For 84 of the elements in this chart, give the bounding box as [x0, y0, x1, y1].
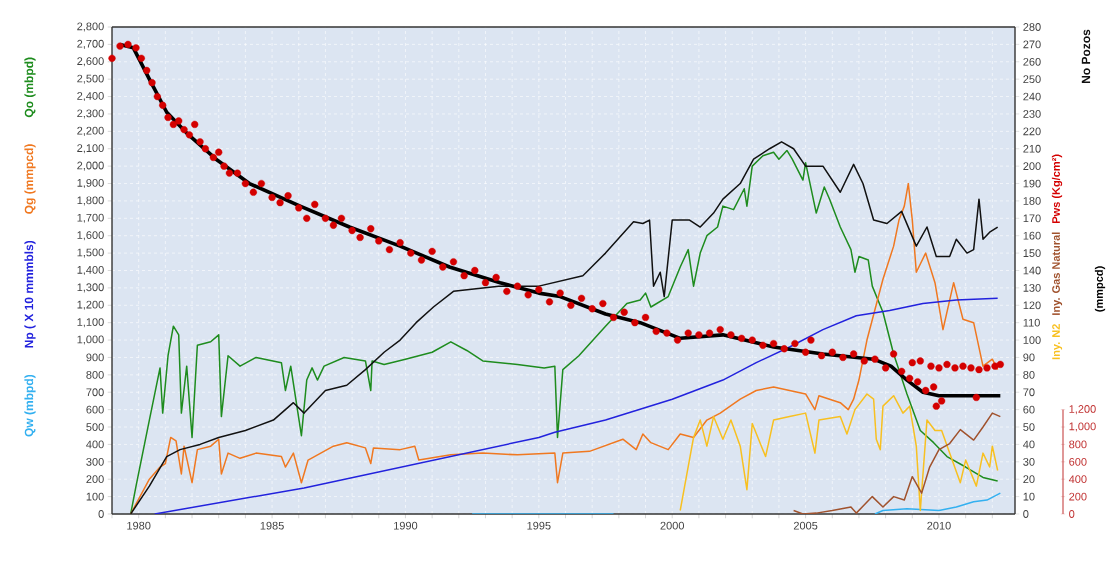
- y-tick-label: 1,100: [77, 318, 104, 328]
- text: Iny. N2: [1052, 324, 1063, 360]
- x-tick-label: 1990: [394, 521, 418, 530]
- x-tick-label: 1995: [527, 521, 551, 530]
- y-tick-label: 2,100: [77, 144, 104, 154]
- y-tick-label: 2,400: [77, 92, 104, 102]
- line-series: [679, 393, 999, 512]
- text: Pws (Kg/cm²): [1051, 154, 1063, 223]
- y-tick-label: 100: [86, 492, 104, 501]
- y3-tick-label: 400: [1068, 475, 1087, 484]
- y2-tick-label: 80: [1023, 370, 1035, 379]
- x-tick-label: 2000: [660, 521, 684, 530]
- y-tick-label: 2,500: [77, 74, 104, 84]
- y-tick-label: 1,400: [77, 265, 104, 276]
- x-tick-label: 1985: [260, 521, 284, 530]
- y2-tick-label: 180: [1023, 197, 1041, 205]
- y-tick-label: 200: [86, 475, 104, 484]
- y2-tick-label: 140: [1023, 266, 1041, 275]
- y2-tick-label: 130: [1023, 284, 1041, 292]
- y-tick-label: 900: [86, 353, 104, 362]
- y2-tick-label: 60: [1023, 405, 1035, 414]
- y2-tick-label: 70: [1023, 388, 1035, 397]
- y-tick-label: 1,300: [77, 283, 104, 293]
- y2-tick-label: 220: [1023, 127, 1041, 136]
- y2-tick-label: 20: [1023, 475, 1035, 484]
- text: (mmpcd): [1094, 266, 1106, 312]
- y3-tick-label: 1,200: [1069, 405, 1096, 415]
- y2-tick-label: 110: [1023, 318, 1040, 327]
- y-tick-label: 1,000: [77, 335, 104, 345]
- y2-tick-label: 210: [1023, 144, 1041, 153]
- y-tick-label: 400: [86, 440, 104, 449]
- y2-tick-label: 40: [1023, 440, 1035, 449]
- y-tick-label: 1,800: [77, 196, 104, 206]
- text: Qg (mmpcd): [24, 144, 36, 214]
- y3-tick-label: 0: [1069, 510, 1075, 518]
- text: Qo (mbpd): [24, 57, 36, 118]
- text: Np ( X 10 mmmbls): [24, 240, 36, 348]
- y-tick-label: 0: [98, 510, 104, 518]
- y2-tick-label: 50: [1023, 423, 1035, 431]
- y2-tick-label: 250: [1023, 75, 1041, 84]
- y-tick-label: 1,500: [77, 248, 104, 258]
- y2-tick-label: 280: [1023, 23, 1041, 31]
- y3-tick-label: 600: [1069, 457, 1087, 466]
- text: Qw (mbpd): [24, 374, 36, 437]
- y-tick-label: 2,600: [77, 57, 104, 67]
- x-tick-label: 2010: [927, 521, 951, 530]
- y-tick-label: 700: [86, 388, 104, 397]
- y2-tick-label: 10: [1023, 492, 1035, 501]
- y-tick-label: 500: [86, 423, 104, 431]
- y2-tick-label: 0: [1023, 510, 1029, 518]
- text: No Pozos: [1081, 29, 1091, 84]
- y3-tick-label: 200: [1069, 492, 1087, 501]
- x-tick-label: 1980: [127, 521, 151, 530]
- y-tick-label: 800: [86, 370, 104, 379]
- y2-tick-label: 200: [1023, 162, 1041, 171]
- line-series: [153, 297, 999, 514]
- y-tick-label: 2,800: [77, 22, 104, 32]
- y2-tick-label: 230: [1023, 110, 1041, 118]
- y2-tick-label: 90: [1023, 353, 1035, 362]
- y-tick-label: 2,200: [77, 126, 104, 136]
- y3-tick-label: 800: [1069, 440, 1087, 449]
- y-tick-label: 2,700: [77, 39, 104, 49]
- y2-tick-label: 190: [1023, 179, 1041, 188]
- y-tick-label: 1,700: [77, 213, 104, 223]
- y-tick-label: 1,600: [77, 231, 104, 241]
- y2-tick-label: 260: [1023, 57, 1041, 66]
- y-tick-label: 300: [86, 457, 104, 466]
- y2-tick-label: 30: [1023, 457, 1035, 466]
- line-series: [792, 412, 1002, 514]
- y3-tick-label: 1,000: [1069, 422, 1096, 432]
- y2-tick-label: 170: [1023, 214, 1041, 223]
- y-tick-label: 2,300: [77, 109, 104, 119]
- y-tick-label: 600: [86, 405, 104, 414]
- y-tick-label: 1,200: [77, 300, 104, 310]
- text: Iny. Gas Natural: [1051, 232, 1063, 315]
- y2-tick-label: 160: [1023, 231, 1041, 240]
- x-tick-label: 2005: [793, 521, 818, 530]
- y-tick-label: 1,900: [77, 178, 104, 189]
- y2-tick-label: 150: [1023, 249, 1041, 257]
- y-tick-label: 2,000: [77, 161, 104, 171]
- y2-tick-label: 100: [1023, 336, 1041, 344]
- y2-tick-label: 270: [1023, 40, 1041, 49]
- y2-tick-label: 120: [1023, 301, 1041, 310]
- y2-tick-label: 240: [1023, 92, 1041, 101]
